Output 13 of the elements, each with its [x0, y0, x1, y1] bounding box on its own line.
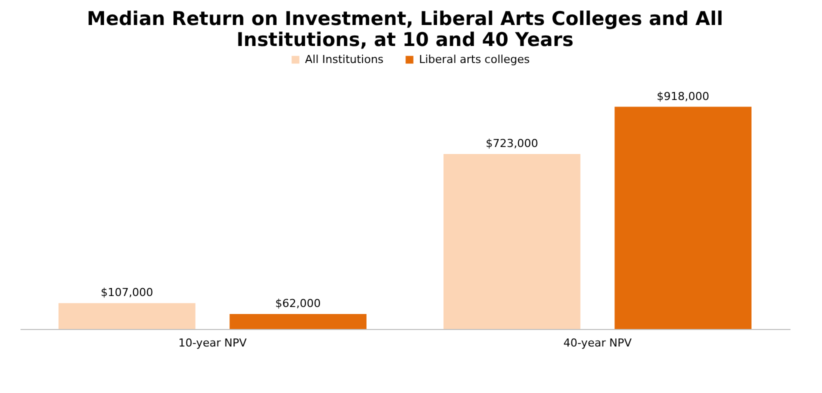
legend-label: Liberal arts colleges [419, 52, 530, 66]
data-label: $723,000 [486, 136, 538, 150]
bar [444, 154, 580, 329]
chart-title: Median Return on Investment, Liberal Arts Colleges and All Institutions, at 10 and 40 Years [86, 8, 724, 51]
data-label: $62,000 [275, 296, 321, 310]
data-label: $918,000 [656, 90, 710, 103]
bar [58, 303, 196, 329]
bar [230, 314, 366, 329]
x-tick-label: 10-year NPV [178, 336, 248, 350]
bar [614, 106, 752, 329]
data-label: $107,000 [100, 286, 154, 300]
legend-label: All Institutions [305, 52, 384, 66]
x-tick-label: 40-year NPV [563, 336, 632, 350]
